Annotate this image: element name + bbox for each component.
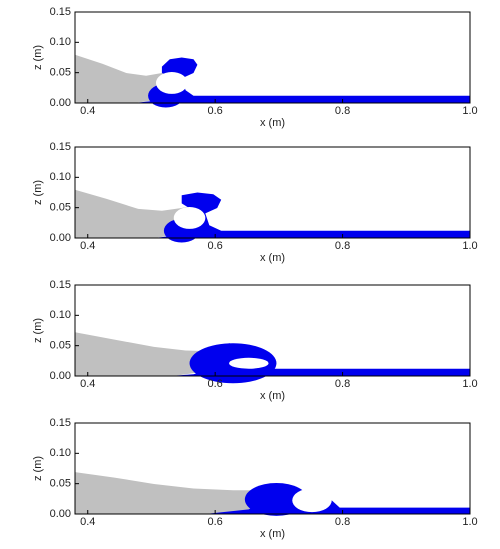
x-axis-label: x (m) xyxy=(260,528,285,540)
x-tick-label: 0.6 xyxy=(208,378,223,390)
x-tick-label: 0.6 xyxy=(208,240,223,252)
y-tick-label: 0.05 xyxy=(50,478,71,490)
x-tick-label: 0.8 xyxy=(335,516,350,528)
x-tick-label: 0.6 xyxy=(208,105,223,117)
wave-cavity xyxy=(292,488,332,513)
y-tick-label: 0.00 xyxy=(50,232,71,244)
y-axis-label: z (m) xyxy=(32,318,44,343)
x-axis-label: x (m) xyxy=(260,117,285,129)
y-tick-label: 0.10 xyxy=(50,36,71,48)
y-tick-label: 0.10 xyxy=(50,171,71,183)
x-tick-label: 0.8 xyxy=(335,105,350,117)
y-tick-label: 0.05 xyxy=(50,340,71,352)
x-tick-label: 0.6 xyxy=(208,516,223,528)
x-axis-label: x (m) xyxy=(260,390,285,402)
x-tick-label: 0.4 xyxy=(80,516,95,528)
y-tick-label: 0.05 xyxy=(50,202,71,214)
y-axis-label: z (m) xyxy=(32,45,44,70)
y-tick-label: 0.05 xyxy=(50,67,71,79)
plot-frame xyxy=(74,146,471,239)
x-tick-label: 0.8 xyxy=(335,240,350,252)
y-axis-label: z (m) xyxy=(32,180,44,205)
x-tick-label: 1.0 xyxy=(462,516,477,528)
y-tick-label: 0.15 xyxy=(50,6,71,18)
x-axis-label: x (m) xyxy=(260,252,285,264)
x-tick-label: 0.4 xyxy=(80,378,95,390)
y-tick-label: 0.15 xyxy=(50,141,71,153)
dry-region xyxy=(75,189,194,238)
y-tick-label: 0.10 xyxy=(50,309,71,321)
wave-crest xyxy=(244,483,309,516)
y-tick-label: 0.10 xyxy=(50,447,71,459)
wave-cavity xyxy=(155,72,188,94)
y-tick-label: 0.00 xyxy=(50,97,71,109)
y-tick-label: 0.15 xyxy=(50,417,71,429)
y-tick-label: 0.00 xyxy=(50,370,71,382)
plot-frame xyxy=(74,422,471,515)
x-tick-label: 1.0 xyxy=(462,240,477,252)
x-tick-label: 0.4 xyxy=(80,105,95,117)
plot-frame xyxy=(74,11,471,104)
dry-region xyxy=(75,472,273,514)
x-tick-label: 0.4 xyxy=(80,240,95,252)
x-tick-label: 1.0 xyxy=(462,105,477,117)
wave-cavity xyxy=(229,357,269,369)
y-tick-label: 0.15 xyxy=(50,279,71,291)
y-axis-label: z (m) xyxy=(32,456,44,481)
plot-frame xyxy=(74,284,471,377)
dry-region xyxy=(75,332,226,376)
dry-region xyxy=(75,54,174,103)
x-tick-label: 0.8 xyxy=(335,378,350,390)
x-tick-label: 1.0 xyxy=(462,378,477,390)
wave-cavity xyxy=(173,207,206,229)
y-tick-label: 0.00 xyxy=(50,508,71,520)
